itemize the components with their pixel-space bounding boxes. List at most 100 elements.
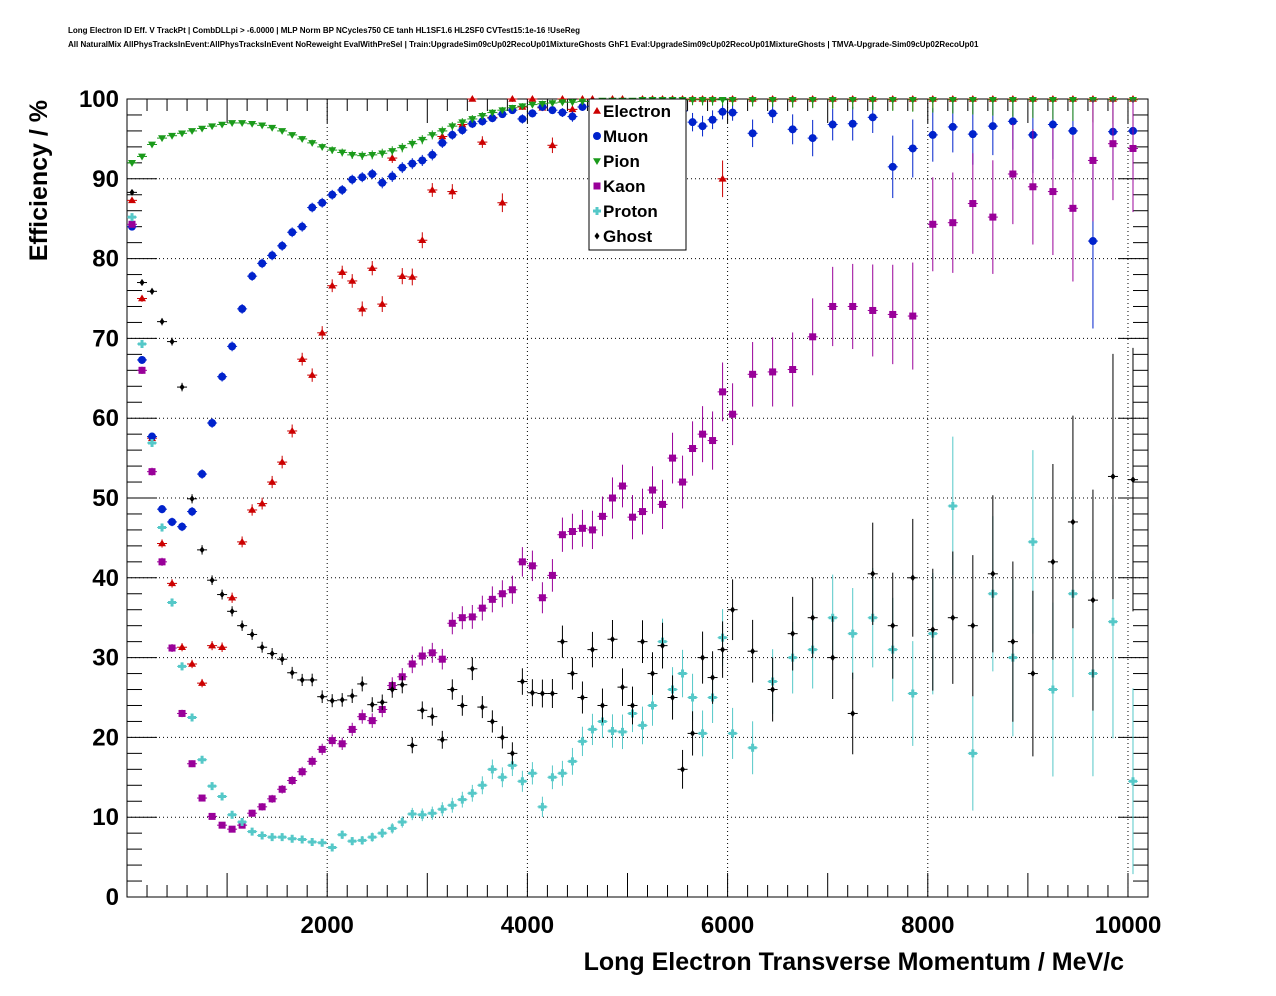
data-point [488,595,496,603]
data-point [518,777,527,786]
data-point [458,614,466,622]
data-point [348,837,357,846]
data-point [458,795,467,804]
data-point [568,528,576,536]
data-point [458,126,467,135]
data-point [398,272,407,279]
data-point [248,827,257,836]
data-point [1049,188,1057,196]
data-point [508,104,517,112]
legend-label: Kaon [603,177,646,196]
data-point [178,130,187,138]
data-point [680,765,686,773]
data-point [438,138,447,147]
data-point [418,156,427,165]
data-point [568,99,577,107]
data-point [228,593,237,601]
data-point [208,641,217,649]
data-point [768,109,777,118]
x-tick-label: 2000 [301,912,354,939]
data-point [579,694,585,701]
data-point [339,696,345,704]
data-point [679,478,687,486]
data-point [588,725,597,734]
axis-ticks [126,98,1149,898]
data-point [1109,140,1117,148]
data-point [348,725,356,733]
data-point [398,144,407,152]
data-point [129,188,135,196]
data-point [908,144,917,153]
data-point [1108,617,1117,626]
data-point [248,120,257,128]
x-tick-label: 6000 [701,912,754,939]
data-point [990,570,996,578]
data-point [948,96,957,104]
data-point [278,128,287,135]
data-point [238,304,247,313]
data-point [909,312,917,320]
data-point [568,105,577,113]
data-point [1110,472,1116,480]
data-point [660,642,666,650]
data-point [949,219,957,227]
data-point [518,114,527,123]
data-point [468,789,477,798]
series-ghost [127,188,1138,789]
data-point [389,686,395,694]
data-point [718,107,727,116]
data-point [948,501,957,510]
data-point [178,709,186,717]
data-point [709,437,717,445]
data-point [128,220,136,228]
grid [127,99,1148,897]
data-point [688,118,697,127]
data-point [368,170,377,179]
data-point [629,701,635,709]
data-point [378,300,387,307]
data-point [208,782,217,791]
data-point [968,130,977,139]
data-point [1048,685,1057,694]
y-tick-label: 20 [92,724,119,751]
data-point [849,302,857,310]
data-point [1048,96,1057,104]
data-point [138,294,147,302]
data-point [659,500,667,508]
data-point [568,757,577,766]
data-point [529,689,535,697]
data-point [378,178,387,187]
data-point [358,173,367,182]
y-tick-label: 100 [79,86,119,113]
data-point [229,607,235,615]
data-point [429,713,435,721]
data-point [278,785,286,793]
data-point [1028,96,1037,104]
data-point [398,163,407,172]
data-point [128,196,137,204]
data-point [159,318,165,326]
data-point [498,590,506,598]
data-point [508,761,517,770]
data-point [298,835,307,844]
data-point [278,833,287,842]
data-point [379,698,385,706]
data-point [338,830,347,839]
data-point [538,802,547,811]
data-point [228,342,237,351]
data-point [328,843,337,852]
data-point [568,112,577,121]
data-point [650,670,656,678]
data-point [148,468,156,476]
data-point [908,689,917,698]
data-point [538,100,547,108]
data-point [198,794,206,802]
data-point [498,107,507,115]
data-point [599,701,605,709]
data-point [278,241,287,250]
data-point [258,499,267,507]
data-point [478,112,487,120]
data-point [258,831,267,840]
data-point [748,96,757,104]
